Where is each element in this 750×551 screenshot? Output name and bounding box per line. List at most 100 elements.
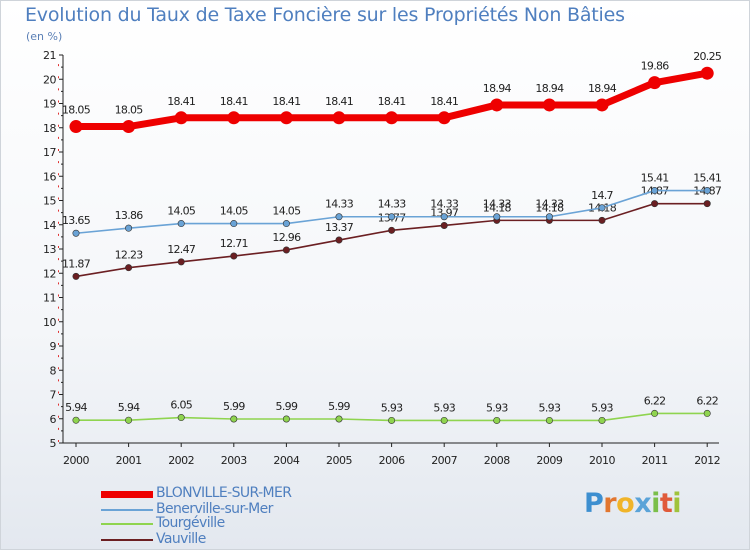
x-tick-label: 2002 <box>168 454 194 467</box>
data-label-benerville-sur-mer: 14.05 <box>167 205 196 218</box>
data-point-benerville-sur-mer <box>388 213 396 221</box>
y-axis-red-mark <box>58 330 59 333</box>
y-axis-red-mark <box>58 209 59 212</box>
data-point-benerville-sur-mer <box>177 220 185 228</box>
y-axis-red-mark <box>58 221 59 224</box>
data-point-blonville-sur-mer <box>542 98 556 112</box>
y-axis-red-mark <box>58 318 59 321</box>
data-point-vauville <box>440 221 448 229</box>
y-tick-label: 21 <box>43 49 56 62</box>
data-label-tourg-ville: 5.93 <box>591 401 613 414</box>
data-label-tourg-ville: 5.94 <box>65 401 87 414</box>
y-tick-label: 5 <box>50 437 57 450</box>
data-point-benerville-sur-mer <box>230 220 238 228</box>
data-point-benerville-sur-mer <box>72 229 80 237</box>
data-label-blonville-sur-mer: 18.05 <box>62 104 91 117</box>
data-point-vauville <box>598 216 606 224</box>
legend-swatch-benerville <box>101 509 153 511</box>
y-tick-label: 15 <box>43 195 56 208</box>
data-label-blonville-sur-mer: 18.94 <box>535 82 564 95</box>
y-tick-label: 12 <box>43 267 56 280</box>
y-axis-red-mark <box>58 306 59 309</box>
y-axis-red-mark <box>58 173 59 176</box>
y-axis-red-mark <box>58 343 59 345</box>
data-point-benerville-sur-mer <box>598 204 606 212</box>
data-point-tourg-ville <box>651 409 659 417</box>
y-axis-red-mark <box>58 415 59 418</box>
x-tick-label: 2001 <box>116 454 142 467</box>
data-point-benerville-sur-mer <box>335 213 343 221</box>
data-point-tourg-ville <box>177 414 185 422</box>
y-axis-red-mark <box>58 282 59 285</box>
data-point-blonville-sur-mer <box>385 111 399 125</box>
data-point-vauville <box>177 258 185 266</box>
data-label-tourg-ville: 5.99 <box>223 400 245 413</box>
data-label-benerville-sur-mer: 14.33 <box>430 198 459 211</box>
data-label-vauville: 14.18 <box>535 201 564 214</box>
data-label-tourg-ville: 6.22 <box>644 394 666 407</box>
data-point-blonville-sur-mer <box>279 111 293 125</box>
data-label-blonville-sur-mer: 18.41 <box>167 95 195 108</box>
data-label-tourg-ville: 5.93 <box>433 401 455 414</box>
data-point-vauville <box>230 252 238 260</box>
data-point-tourg-ville <box>282 415 290 423</box>
data-point-vauville <box>72 272 80 280</box>
y-axis-red-mark <box>58 124 59 127</box>
y-axis-red-mark <box>58 246 59 248</box>
y-axis-unit: (en %) <box>26 30 63 43</box>
y-axis-red-mark <box>58 440 59 442</box>
y-tick-label: 20 <box>43 73 56 86</box>
y-axis-red-mark <box>58 136 59 139</box>
data-point-tourg-ville <box>440 416 448 424</box>
data-label-tourg-ville: 5.93 <box>486 401 508 414</box>
y-axis-red-mark <box>58 112 59 115</box>
legend-swatch-blonville <box>101 491 153 498</box>
data-label-benerville-sur-mer: 14.33 <box>535 198 564 211</box>
y-axis-red-mark <box>58 64 59 67</box>
y-tick-label: 6 <box>50 413 57 426</box>
data-label-blonville-sur-mer: 18.94 <box>588 82 617 95</box>
data-point-tourg-ville <box>125 416 133 424</box>
data-label-blonville-sur-mer: 18.41 <box>220 95 248 108</box>
data-label-blonville-sur-mer: 18.05 <box>115 104 144 117</box>
data-label-benerville-sur-mer: 13.65 <box>62 214 91 227</box>
y-axis-red-mark <box>58 88 59 91</box>
data-label-tourg-ville: 5.93 <box>539 401 561 414</box>
y-axis-red-mark <box>58 294 59 297</box>
data-label-benerville-sur-mer: 15.41 <box>693 172 721 185</box>
data-point-blonville-sur-mer <box>648 76 662 90</box>
y-axis-red-mark <box>58 403 59 406</box>
data-label-blonville-sur-mer: 18.41 <box>325 95 353 108</box>
data-label-benerville-sur-mer: 14.33 <box>483 198 512 211</box>
y-tick-label: 14 <box>43 219 56 232</box>
data-label-vauville: 11.87 <box>62 257 91 270</box>
y-tick-label: 7 <box>50 389 57 402</box>
data-point-benerville-sur-mer <box>545 213 553 221</box>
data-label-benerville-sur-mer: 13.86 <box>115 209 144 222</box>
x-tick-label: 2004 <box>273 454 299 467</box>
data-point-tourg-ville <box>388 416 396 424</box>
x-tick-label: 2009 <box>536 454 562 467</box>
legend-swatch-vauville <box>101 539 153 541</box>
data-point-benerville-sur-mer <box>125 224 133 232</box>
data-label-tourg-ville: 6.05 <box>170 399 192 412</box>
y-tick-label: 17 <box>43 146 56 159</box>
y-tick-label: 18 <box>43 122 56 135</box>
data-point-vauville <box>388 226 396 234</box>
data-label-vauville: 12.96 <box>272 231 301 244</box>
y-tick-label: 9 <box>50 340 57 353</box>
data-label-blonville-sur-mer: 18.41 <box>272 95 300 108</box>
data-label-blonville-sur-mer: 18.41 <box>430 95 458 108</box>
data-point-tourg-ville <box>545 416 553 424</box>
y-axis-red-mark <box>58 258 59 261</box>
data-label-benerville-sur-mer: 14.05 <box>272 205 301 218</box>
data-point-benerville-sur-mer <box>493 213 501 221</box>
legend-label-tourgeville: Tourgéville <box>156 515 225 531</box>
x-tick-label: 2000 <box>63 454 89 467</box>
y-axis-red-mark <box>58 197 59 200</box>
data-point-tourg-ville <box>493 416 501 424</box>
data-point-blonville-sur-mer <box>595 98 609 112</box>
data-point-vauville <box>282 246 290 254</box>
data-label-vauville: 12.47 <box>167 243 196 256</box>
